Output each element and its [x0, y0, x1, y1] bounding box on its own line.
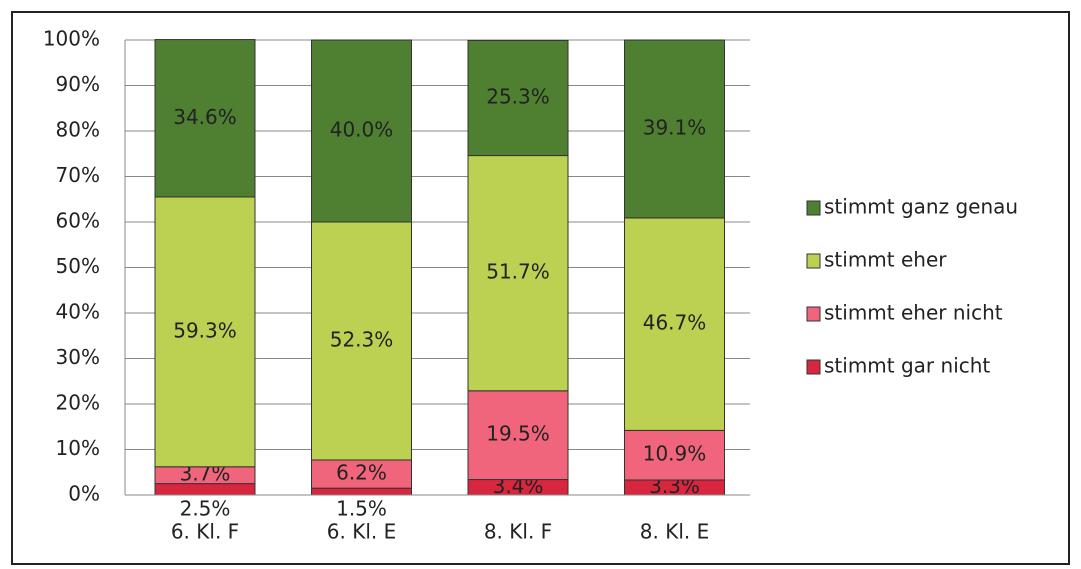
x-tick-label: 6. Kl. F	[171, 520, 239, 544]
y-tick-label: 10%	[56, 436, 100, 460]
data-label: 34.6%	[173, 105, 237, 129]
y-tick-label: 50%	[56, 254, 100, 278]
data-label: 2.5%	[180, 497, 231, 521]
legend-swatch	[806, 253, 821, 269]
y-tick-label: 30%	[56, 345, 100, 369]
legend-label: stimmt ganz genau	[824, 195, 1018, 219]
y-tick-label: 20%	[56, 391, 100, 415]
legend-swatch	[806, 306, 821, 322]
legend-swatch	[806, 200, 821, 216]
bar-segment	[154, 39, 256, 198]
data-label: 52.3%	[330, 327, 394, 351]
bar-segment	[624, 217, 725, 431]
x-tick-label: 6. Kl. E	[327, 520, 396, 544]
y-tick-label: 60%	[56, 209, 100, 233]
data-label: 19.5%	[486, 422, 550, 446]
data-label: 10.9%	[643, 442, 707, 466]
data-label: 1.5%	[336, 497, 387, 521]
legend-label: stimmt eher	[824, 248, 947, 272]
bar-segment	[311, 487, 412, 496]
bar-segment	[624, 39, 725, 219]
data-label: 51.7%	[486, 260, 550, 284]
data-label: 6.2%	[336, 461, 387, 485]
x-tick-label: 8. Kl. E	[640, 520, 709, 544]
bar-segment	[467, 390, 569, 481]
y-tick-label: 40%	[56, 300, 100, 324]
data-label: 25.3%	[486, 85, 550, 109]
y-tick-label: 0%	[68, 482, 100, 506]
bar-segment	[311, 39, 412, 223]
bar-segment	[467, 155, 569, 392]
data-label: 39.1%	[643, 115, 707, 139]
legend-label: stimmt gar nicht	[824, 354, 990, 378]
y-tick-label: 100%	[43, 27, 100, 51]
bar-segment	[311, 221, 412, 461]
y-tick-label: 90%	[56, 72, 100, 96]
legend-label: stimmt eher nicht	[824, 301, 1003, 325]
data-label: 46.7%	[643, 311, 707, 335]
y-tick-label: 80%	[56, 118, 100, 142]
x-tick-label: 8. Kl. F	[484, 520, 552, 544]
y-tick-label: 70%	[56, 163, 100, 187]
data-label: 59.3%	[173, 318, 237, 342]
bar-segment	[154, 196, 256, 468]
bar-segment	[467, 39, 569, 157]
data-label: 40.0%	[330, 118, 394, 142]
legend-swatch	[806, 359, 821, 375]
